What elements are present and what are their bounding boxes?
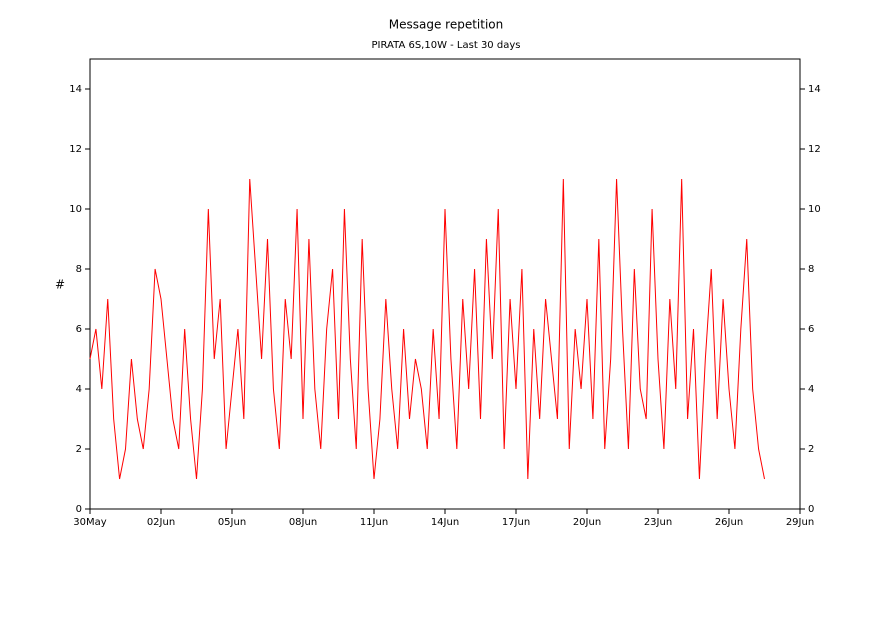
- data-line: [89, 178, 765, 480]
- x-tick-label: 29Jun: [786, 517, 814, 528]
- x-tick-label: 30May: [73, 517, 106, 528]
- y-tick-label: 10: [69, 204, 82, 215]
- x-tick-label: 14Jun: [431, 517, 459, 528]
- y2-tick-label: 2: [808, 444, 814, 455]
- chart-title: Message repetition: [389, 18, 504, 32]
- y2-tick-label: 12: [808, 144, 821, 155]
- x-tick-label: 26Jun: [715, 517, 743, 528]
- x-tick-label: 08Jun: [289, 517, 317, 528]
- y-tick-label: 14: [69, 84, 82, 95]
- y2-tick-label: 4: [808, 384, 814, 395]
- x-tick-label: 23Jun: [644, 517, 672, 528]
- y-tick-label: 0: [76, 504, 82, 515]
- x-tick-label: 02Jun: [147, 517, 175, 528]
- x-tick-label: 05Jun: [218, 517, 246, 528]
- y2-tick-label: 6: [808, 324, 814, 335]
- y2-tick-label: 8: [808, 264, 814, 275]
- y2-tick-label: 0: [808, 504, 814, 515]
- x-tick-label: 20Jun: [573, 517, 601, 528]
- x-tick-label: 11Jun: [360, 517, 388, 528]
- x-tick-label: 17Jun: [502, 517, 530, 528]
- y-axis-label: #: [55, 278, 65, 292]
- y2-tick-label: 14: [808, 84, 821, 95]
- y-tick-label: 2: [76, 444, 82, 455]
- y-tick-label: 12: [69, 144, 82, 155]
- y-tick-label: 8: [76, 264, 82, 275]
- chart-subtitle: PIRATA 6S,10W - Last 30 days: [372, 40, 521, 51]
- y2-tick-label: 10: [808, 204, 821, 215]
- y-tick-label: 4: [76, 384, 82, 395]
- y-tick-label: 6: [76, 324, 82, 335]
